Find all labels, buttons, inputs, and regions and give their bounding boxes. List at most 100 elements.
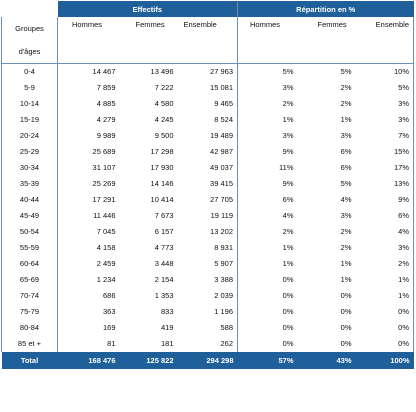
femmes-count-cell: 181 [160,339,174,348]
femmes-pct-cell: 6% [340,147,352,156]
age-group-cell: 0-4 [1,63,58,80]
femmes-count-cell: 6 157 [154,227,174,236]
age-group-cell: 85 et + [1,336,58,352]
table-row: 30-34 31 107 17 930 49 037 11% 6% 17% [1,160,415,176]
table-row: 0-4 14 467 13 496 27 963 5% 5% 10% [1,63,415,80]
ensemble-pct-cell: 1% [355,288,415,304]
hommes-count-cell: 11 446 [57,208,120,224]
col-hommes-pct: Hommes [237,17,298,64]
hommes-count-cell: 169 [57,320,120,336]
ensemble-pct-cell: 0% [355,304,415,320]
femmes-pct-cell: 1% [340,275,352,284]
femmes-pct-cell: 1% [340,115,352,124]
table-row: 20-24 9 989 9 500 19 489 3% 3% 7% [1,128,415,144]
ensemble-count-cell: 1 196 [177,304,238,320]
table-body: 0-4 14 467 13 496 27 963 5% 5% 10% 5-9 7 859 7 22… [1,63,415,352]
ensemble-count-cell: 8 931 [177,240,238,256]
hommes-pct-cell: 0% [282,339,294,348]
femmes-count-cell: 7 222 [154,83,174,92]
age-group-cell: 70-74 [1,288,58,304]
hommes-pct-cell: 5% [282,67,294,76]
age-group-cell: 75-79 [1,304,58,320]
hommes-pct-cell: 3% [282,83,294,92]
age-group-header-line1: Groupes [15,23,44,33]
table-row: 70-74 686 1 353 2 039 0% 0% 1% [1,288,415,304]
hommes-count-cell: 363 [57,304,120,320]
hommes-count-cell: 25 269 [57,176,120,192]
age-group-cell: 55-59 [1,240,58,256]
total-ensemble: 294 298 [177,352,238,369]
ensemble-count-cell: 8 524 [177,112,238,128]
table-row: 15-19 4 279 4 245 8 524 1% 1% 3% [1,112,415,128]
ensemble-count-cell: 27 963 [177,63,238,80]
ensemble-count-cell: 262 [177,336,238,352]
ensemble-count-cell: 9 465 [177,96,238,112]
table-row: 35-39 25 269 14 146 39 415 9% 5% 13% [1,176,415,192]
total-femmes: 125 822 [119,352,178,369]
age-group-cell: 45-49 [1,208,58,224]
ensemble-pct-cell: 7% [355,128,415,144]
age-group-cell: 25-29 [1,144,58,160]
repartition-header: Répartition en % [237,1,414,17]
femmes-count-cell: 10 414 [150,195,174,204]
age-group-cell: 35-39 [1,176,58,192]
col-femmes-count: Femmes [119,17,178,64]
table-row: 40-44 17 291 10 414 27 705 6% 4% 9% [1,192,415,208]
col-femmes-pct: Femmes [297,17,356,64]
ensemble-pct-cell: 9% [355,192,415,208]
total-row: Total 168 476 125 822 294 298 57% 43% 10… [1,352,414,369]
table-row: 10-14 4 885 4 580 9 465 2% 2% 3% [1,96,415,112]
ensemble-pct-cell: 2% [355,256,415,272]
hommes-count-cell: 25 689 [57,144,120,160]
ensemble-count-cell: 39 415 [177,176,238,192]
hommes-pct-cell: 11% [279,163,294,172]
femmes-pct-cell: 2% [340,99,352,108]
effectifs-header: Effectifs [57,1,238,17]
ensemble-pct-cell: 1% [355,272,415,288]
ensemble-pct-cell: 3% [355,240,415,256]
total-label: Total [1,352,58,369]
femmes-count-cell: 13 496 [150,67,174,76]
hommes-count-cell: 4 279 [57,112,120,128]
femmes-count-cell: 3 448 [154,259,174,268]
col-ensemble-pct: Ensemble [355,17,415,64]
ensemble-count-cell: 42 987 [177,144,238,160]
femmes-count-cell: 1 353 [154,291,174,300]
ensemble-count-cell: 588 [177,320,238,336]
age-group-cell: 15-19 [1,112,58,128]
header-row-groups: Effectifs Répartition en % [1,1,414,17]
hommes-count-cell: 31 107 [57,160,120,176]
hommes-pct-cell: 6% [282,195,294,204]
hommes-pct-cell: 1% [282,259,294,268]
ensemble-count-cell: 13 202 [177,224,238,240]
hommes-pct-cell: 1% [282,115,294,124]
femmes-count-cell: 7 673 [154,211,174,220]
ensemble-pct-cell: 4% [355,224,415,240]
hommes-count-cell: 81 [57,336,120,352]
ensemble-pct-cell: 5% [355,80,415,96]
total-femmes-pct: 43% [297,352,356,369]
table-row: 55-59 4 158 4 773 8 931 1% 2% 3% [1,240,415,256]
ensemble-pct-cell: 10% [355,63,415,80]
hommes-pct-cell: 0% [282,307,294,316]
age-group-cell: 60-64 [1,256,58,272]
age-group-cell: 65-69 [1,272,58,288]
table-row: 60-64 2 459 3 448 5 907 1% 1% 2% [1,256,415,272]
femmes-count-cell: 419 [160,323,174,332]
femmes-pct-cell: 0% [340,307,352,316]
ensemble-count-cell: 2 039 [177,288,238,304]
ensemble-pct-cell: 0% [355,320,415,336]
ensemble-count-cell: 15 081 [177,80,238,96]
hommes-count-cell: 17 291 [57,192,120,208]
ensemble-pct-cell: 3% [355,96,415,112]
hommes-count-cell: 7 859 [57,80,120,96]
table-row: 65-69 1 234 2 154 3 388 0% 1% 1% [1,272,415,288]
hommes-pct-cell: 2% [282,99,294,108]
total-hommes-pct: 57% [237,352,298,369]
femmes-count-cell: 4 245 [154,115,174,124]
femmes-count-cell: 4 773 [154,243,174,252]
ensemble-pct-cell: 0% [355,336,415,352]
femmes-count-cell: 17 298 [150,147,174,156]
femmes-count-cell: 14 146 [150,179,174,188]
